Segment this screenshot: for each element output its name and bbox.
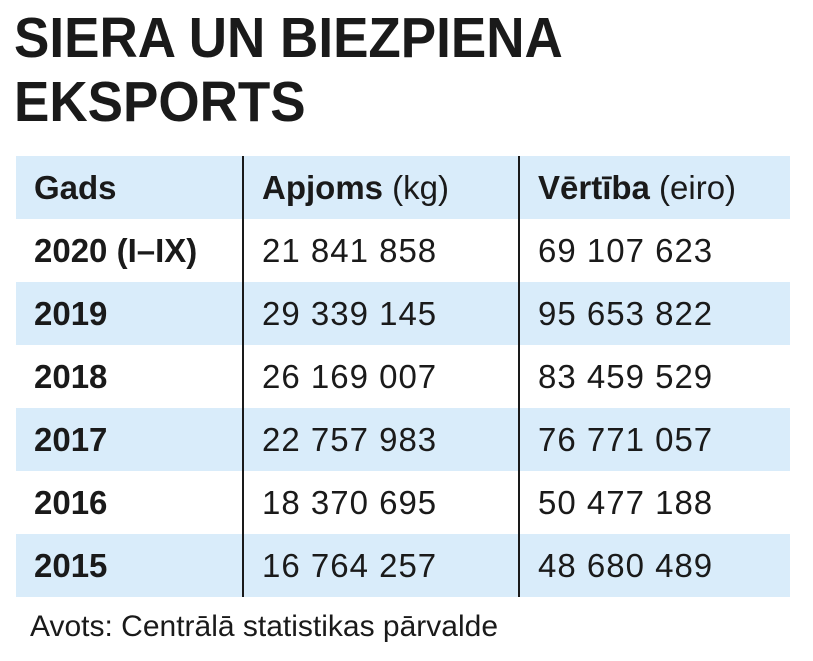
chart-title-line-2: EKSPORTS xyxy=(14,70,306,134)
table-header-row: Gads Apjoms (kg) Vērtība (eiro) xyxy=(16,156,790,219)
table-row: 2017 22 757 983 76 771 057 xyxy=(16,408,790,471)
row-volume: 22 757 983 xyxy=(262,421,438,458)
chart-title: SIERA UN BIEZPIENA EKSPORTS xyxy=(14,6,749,134)
table-row: 2018 26 169 007 83 459 529 xyxy=(16,345,790,408)
column-divider-2 xyxy=(518,156,520,597)
header-volume: Apjoms (kg) xyxy=(262,169,450,206)
table-row: 2020 (I–IX) 21 841 858 69 107 623 xyxy=(16,219,790,282)
row-year: 2019 xyxy=(34,295,108,332)
row-volume: 26 169 007 xyxy=(262,358,438,395)
row-value: 48 680 489 xyxy=(538,547,714,584)
header-value: Vērtība (eiro) xyxy=(538,169,737,206)
row-year: 2020 (I–IX) xyxy=(34,232,198,269)
column-divider-1 xyxy=(242,156,244,597)
row-value: 69 107 623 xyxy=(538,232,714,269)
row-value: 76 771 057 xyxy=(538,421,714,458)
row-volume: 16 764 257 xyxy=(262,547,438,584)
row-year: 2016 xyxy=(34,484,108,521)
source-note: Avots: Centrālā statistikas pārvalde xyxy=(30,610,499,643)
row-year: 2017 xyxy=(34,421,108,458)
row-value: 95 653 822 xyxy=(538,295,714,332)
row-value: 83 459 529 xyxy=(538,358,714,395)
row-volume: 18 370 695 xyxy=(262,484,438,521)
row-value: 50 477 188 xyxy=(538,484,714,521)
row-volume: 21 841 858 xyxy=(262,232,438,269)
header-year: Gads xyxy=(34,169,117,206)
table-row: 2019 29 339 145 95 653 822 xyxy=(16,282,790,345)
row-year: 2015 xyxy=(34,547,108,584)
export-table: Gads Apjoms (kg) Vērtība (eiro) 2020 (I–… xyxy=(16,156,790,597)
table-row: 2015 16 764 257 48 680 489 xyxy=(16,534,790,597)
chart-title-line-1: SIERA UN BIEZPIENA xyxy=(14,6,563,70)
row-volume: 29 339 145 xyxy=(262,295,438,332)
table-row: 2016 18 370 695 50 477 188 xyxy=(16,471,790,534)
row-year: 2018 xyxy=(34,358,108,395)
